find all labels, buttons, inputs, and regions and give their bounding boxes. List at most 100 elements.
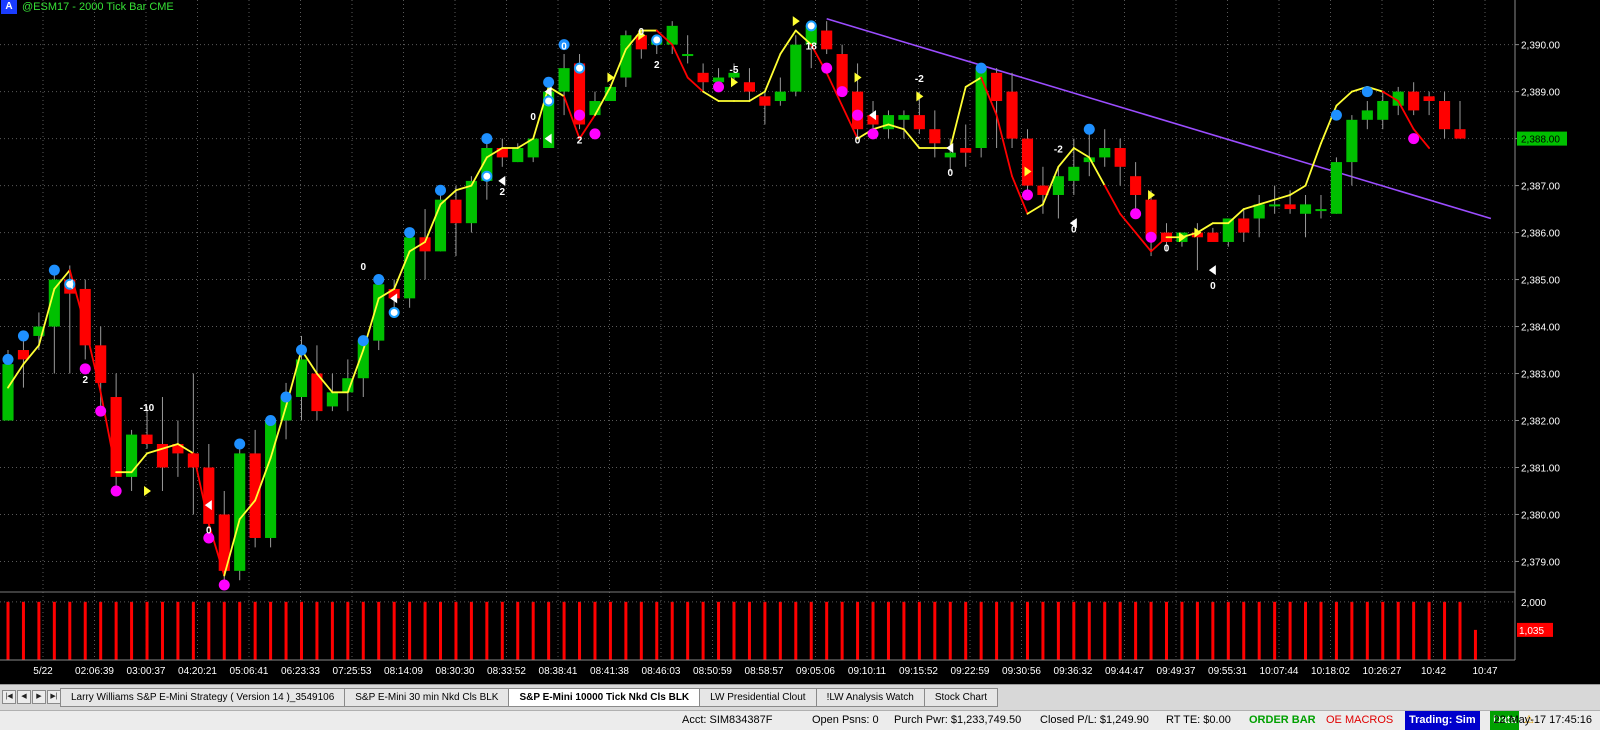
time-tick-label: 06:23:33 (281, 666, 320, 677)
signal-marker (388, 306, 400, 318)
ma-segment (1072, 147, 1091, 159)
candle-body (821, 30, 833, 50)
last-tab-button[interactable]: ▶| (47, 690, 61, 704)
tab-30min[interactable]: S&P E-Mini 30 min Nkd Cls BLK (344, 688, 510, 707)
ma-segment (1304, 142, 1322, 187)
candle-body (543, 91, 555, 148)
volume-bar (207, 601, 211, 660)
volume-bar (361, 601, 365, 660)
data-status-button[interactable]: Data (1490, 711, 1520, 730)
candle-body (1299, 204, 1312, 214)
low-marker (867, 128, 879, 140)
volume-bar (686, 601, 690, 660)
candle-body (1438, 101, 1451, 130)
time-tick-label: 09:55:31 (1208, 666, 1247, 677)
low-marker (218, 579, 230, 591)
tab-bar: |◀ ◀ ▶ ▶| Larry Williams S&P E-Mini Stra… (0, 684, 1600, 711)
volume-last-box (1517, 622, 1553, 637)
time-tick-label: 09:44:47 (1105, 666, 1144, 677)
volume-bar (392, 601, 396, 660)
candle-body (141, 434, 153, 444)
volume-bar (1427, 601, 1431, 660)
candle-body (265, 420, 277, 538)
candle-body (712, 77, 725, 83)
candle-body (573, 63, 586, 125)
time-tick-label: 09:10:11 (848, 666, 887, 677)
ma-segment (609, 48, 627, 88)
high-marker (48, 264, 60, 276)
candle-body (898, 115, 910, 120)
candle-body (187, 453, 199, 468)
low-marker (836, 86, 848, 98)
ma-segment (177, 443, 195, 455)
oe-macros-button[interactable]: OE MACROS (1326, 714, 1394, 726)
candle-body (1330, 162, 1342, 214)
volume-bar (1257, 601, 1261, 660)
ma-segment (702, 90, 720, 102)
ma-segment (393, 250, 411, 290)
candle-body (1346, 119, 1358, 163)
price-tick-label: 2,389.00 (1521, 88, 1560, 99)
candle-body (496, 148, 508, 158)
time-tick-label: 09:36:32 (1054, 666, 1093, 677)
candle-body (589, 101, 601, 116)
bar-annotation: 2 (654, 60, 660, 71)
candle-body (1408, 91, 1420, 111)
candle-body (1099, 148, 1111, 158)
annotations-layer: 2 -10 0 0 2 0 0 2 0 2 -5 18 0 -2 0 -2 0 0 0 (82, 27, 1216, 536)
first-tab-button[interactable]: |◀ (2, 690, 16, 704)
tab-presidential-clout[interactable]: LW Presidential Clout (699, 688, 817, 707)
tab-strategy[interactable]: Larry Williams S&P E-Mini Strategy ( Ver… (60, 688, 346, 707)
candle-body (1207, 232, 1219, 242)
signal-arrow (731, 77, 738, 88)
volume-bar (145, 601, 149, 660)
alert-icon[interactable]: ⚠ (1524, 714, 1534, 726)
tab-stock-chart[interactable]: Stock Chart (923, 688, 999, 707)
volume-bar (778, 601, 782, 660)
price-axis: 2,379.00 2,380.00 2,381.00 2,382.00 2,383.00… (1514, 0, 1567, 660)
time-tick-label: 08:41:38 (590, 666, 629, 677)
candle-body (558, 68, 570, 92)
ma-segment (516, 137, 535, 149)
volume-bar (917, 601, 921, 660)
volume-bar (330, 601, 334, 660)
order-bar-button[interactable]: ORDER BAR (1249, 714, 1316, 726)
low-marker (1130, 208, 1142, 220)
tab-10000-tick[interactable]: S&P E-Mini 10000 Tick Nkd Cls BLK (508, 688, 701, 707)
high-marker (357, 335, 369, 347)
volume-bar (578, 601, 582, 660)
volume-bar (840, 601, 844, 660)
moving-average-layer (7, 29, 1431, 577)
price-chart[interactable]: 2 -10 0 0 2 0 0 2 0 2 -5 18 0 -2 0 -2 0 0 0 2,379.00 2,380.… (0, 0, 1600, 684)
tab-analysis-watch[interactable]: !LW Analysis Watch (815, 688, 925, 707)
high-marker (17, 330, 29, 342)
volume-bar (500, 601, 504, 660)
symbol-badge[interactable]: A (1, 0, 17, 14)
volume-bar (408, 601, 412, 660)
candle-body (172, 444, 184, 454)
volume-bar (1118, 601, 1122, 660)
signal-arrow (946, 143, 954, 153)
candle-body (604, 86, 616, 102)
time-tick-label: 02:06:39 (75, 666, 114, 677)
high-marker (234, 438, 246, 450)
time-tick-label: 08:50:59 (693, 666, 732, 677)
candle-body (1454, 129, 1466, 139)
volume-bar (547, 601, 551, 660)
low-marker (713, 81, 725, 93)
trading-mode-badge[interactable]: Trading: Sim (1405, 711, 1480, 730)
next-tab-button[interactable]: ▶ (32, 690, 46, 704)
ma-segment (887, 123, 905, 131)
ma-segment (1381, 90, 1400, 102)
volume-bar (979, 601, 983, 660)
candle-body (882, 115, 895, 130)
high-marker (435, 184, 447, 196)
prev-tab-button[interactable]: ◀ (17, 690, 31, 704)
ma-segment (130, 452, 148, 474)
time-tick-label: 10:18:02 (1311, 666, 1350, 677)
ma-segment (84, 325, 102, 394)
bar-annotation: 0 (855, 135, 861, 146)
signal-arrow (1208, 265, 1216, 276)
signal-arrow (390, 293, 398, 304)
time-tick-label: 05:06:41 (230, 666, 269, 677)
